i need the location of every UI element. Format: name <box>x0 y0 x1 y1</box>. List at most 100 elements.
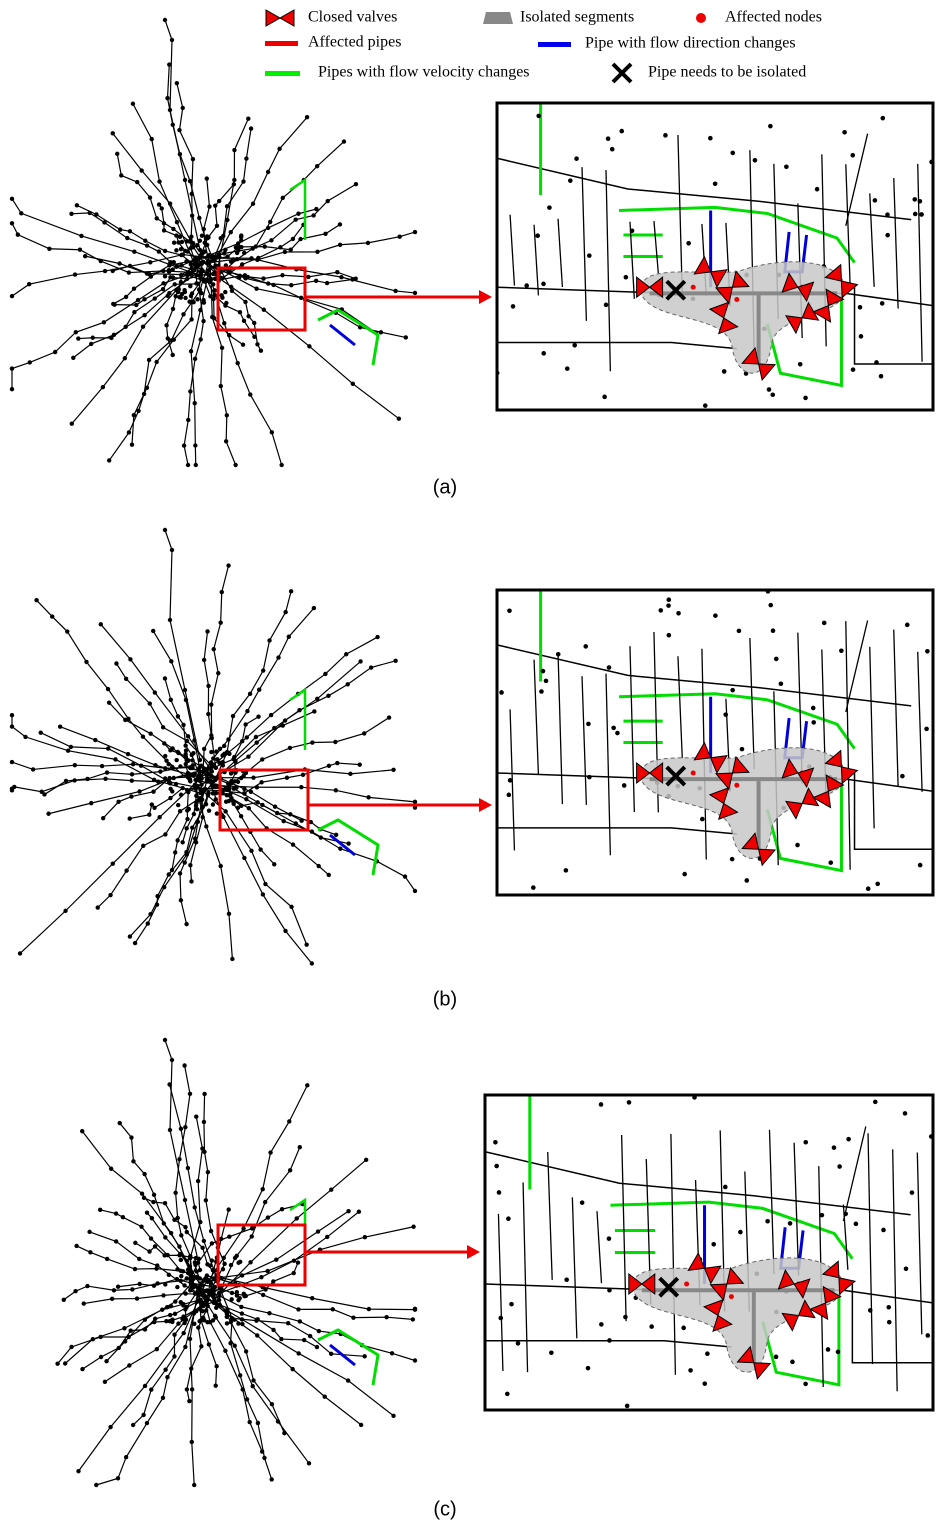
node <box>738 1229 743 1235</box>
node <box>262 1455 267 1461</box>
node <box>391 767 396 773</box>
node <box>105 686 111 692</box>
node <box>265 1268 270 1274</box>
node <box>202 1295 208 1300</box>
node <box>247 1419 252 1425</box>
node <box>194 793 199 798</box>
node <box>498 1315 504 1321</box>
node <box>271 1327 276 1333</box>
valve-half <box>809 1302 829 1321</box>
node <box>778 681 784 687</box>
node <box>152 1319 157 1325</box>
node <box>168 1303 174 1309</box>
node <box>224 1307 230 1313</box>
valve-half <box>785 315 803 335</box>
node <box>69 211 74 216</box>
node <box>183 751 188 757</box>
node <box>221 251 227 256</box>
node <box>110 131 115 136</box>
node <box>316 1328 322 1334</box>
node <box>624 1403 630 1409</box>
node <box>255 342 260 347</box>
pipe <box>129 793 209 937</box>
node <box>412 1358 418 1363</box>
node <box>195 1299 200 1304</box>
node <box>384 1314 389 1320</box>
valve-half <box>709 1283 728 1302</box>
node <box>261 307 267 312</box>
node <box>207 204 212 209</box>
node <box>177 234 183 240</box>
node <box>168 786 173 792</box>
node <box>287 1119 292 1124</box>
node <box>214 1305 219 1310</box>
inset-map <box>497 103 933 408</box>
node <box>175 1267 180 1272</box>
node <box>226 737 231 742</box>
pipe <box>533 659 540 775</box>
node <box>76 1468 81 1474</box>
node <box>129 442 135 447</box>
node <box>9 293 15 299</box>
node <box>124 868 129 873</box>
pipe <box>207 1085 308 1283</box>
node <box>164 758 169 763</box>
pipe <box>596 1211 603 1284</box>
node <box>144 271 150 276</box>
pipe <box>83 1292 214 1305</box>
node <box>162 741 167 746</box>
node <box>223 289 228 295</box>
node <box>47 246 52 251</box>
pipe <box>164 19 201 251</box>
node <box>223 809 228 814</box>
node <box>220 1267 226 1272</box>
node <box>161 281 166 286</box>
node <box>174 220 180 225</box>
node <box>142 1171 147 1177</box>
node <box>101 320 107 325</box>
node <box>297 1319 303 1324</box>
node <box>393 288 398 294</box>
pipe <box>485 1150 911 1216</box>
node <box>282 249 288 255</box>
node <box>125 235 130 241</box>
node <box>773 656 779 662</box>
node <box>193 462 198 468</box>
node <box>118 227 123 232</box>
node <box>797 361 803 367</box>
zoom-box <box>218 768 310 832</box>
node <box>73 1289 78 1294</box>
node <box>106 700 112 705</box>
node <box>161 1221 167 1226</box>
pipe <box>201 1292 263 1452</box>
node <box>210 779 215 785</box>
pipe <box>211 183 357 259</box>
node <box>246 806 252 811</box>
node <box>159 206 164 211</box>
node <box>141 1412 146 1418</box>
closed-valve <box>741 832 777 867</box>
direction-pipe <box>329 833 356 857</box>
node <box>324 280 330 286</box>
node <box>69 1344 74 1350</box>
pipe <box>217 118 249 267</box>
node <box>850 367 856 372</box>
node <box>95 905 100 910</box>
pipe <box>219 1295 416 1362</box>
node <box>148 912 153 917</box>
inset <box>495 101 935 412</box>
node <box>850 152 856 158</box>
node <box>198 798 203 803</box>
closed-valve <box>736 1345 772 1380</box>
node <box>297 1145 302 1150</box>
node <box>84 659 89 665</box>
node <box>151 789 156 794</box>
node <box>105 746 111 751</box>
node <box>200 1303 206 1309</box>
node <box>248 1260 253 1265</box>
node <box>199 1344 204 1349</box>
node <box>244 735 249 740</box>
node <box>248 126 254 131</box>
node <box>238 775 244 781</box>
node <box>239 238 244 243</box>
